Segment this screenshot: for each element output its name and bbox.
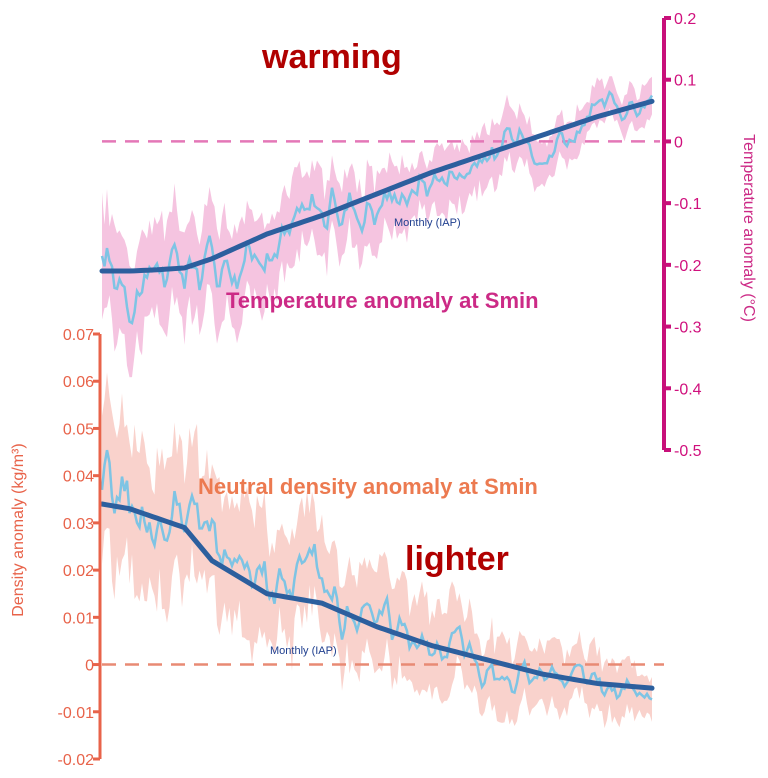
density-panel: 0.070.060.050.040.030.020.010-0.01-0.02 … (10, 327, 664, 769)
temperature-axis-label: Temperature anomaly (°C) (740, 134, 757, 322)
top-tick-label: -0.3 (674, 320, 702, 337)
bot-tick-label: 0.05 (63, 421, 94, 438)
top-tick-label: 0.2 (674, 11, 696, 28)
top-tick-label: -0.2 (674, 258, 702, 275)
bot-tick-label: 0.04 (63, 469, 94, 486)
density-monthly-line (100, 449, 653, 701)
temperature-uncertainty-band (102, 76, 652, 378)
density-series-label: Monthly (IAP) (270, 645, 337, 657)
top-tick-label: -0.4 (674, 381, 702, 398)
bot-tick-label: -0.02 (58, 752, 95, 769)
bot-tick-label: 0.06 (63, 374, 94, 391)
density-uncertainty-band (102, 372, 652, 729)
top-tick-label: 0 (674, 134, 683, 151)
top-tick-label: -0.1 (674, 196, 702, 213)
density-trend-line (99, 501, 655, 691)
temperature-panel: 0.2 0.1 0 -0.1 -0.2 -0.3 -0.4 -0.5 Temperature … (99, 11, 757, 460)
temperature-annotation: Temperature anomaly at Smin (226, 288, 539, 313)
bot-tick-label: 0.02 (63, 563, 94, 580)
warming-headline: warming (261, 38, 402, 76)
density-annotation: Neutral density anomaly at Smin (198, 474, 538, 499)
temperature-trend-line (99, 98, 655, 274)
top-tick-label: -0.5 (674, 443, 702, 460)
density-axis: 0.07 0.06 0.05 0.04 0.03 0.02 0.01 0 -0.01 -0.02 (58, 327, 102, 769)
bot-tick-label: 0.01 (63, 610, 94, 627)
top-tick-label: 0.1 (674, 73, 696, 90)
bot-tick-label: 0 (85, 658, 94, 675)
bot-tick-label: 0.03 (63, 516, 94, 533)
lighter-headline: lighter (405, 540, 509, 578)
temperature-axis: 0.2 0.1 0 -0.1 -0.2 -0.3 -0.4 -0.5 (662, 11, 702, 460)
bot-tick-label: 0.07 (63, 327, 94, 344)
temperature-series-label: Monthly (IAP) (394, 217, 461, 229)
density-axis-label: Density anomaly (kg/m³) (10, 443, 27, 616)
bot-tick-label: -0.01 (58, 705, 95, 722)
